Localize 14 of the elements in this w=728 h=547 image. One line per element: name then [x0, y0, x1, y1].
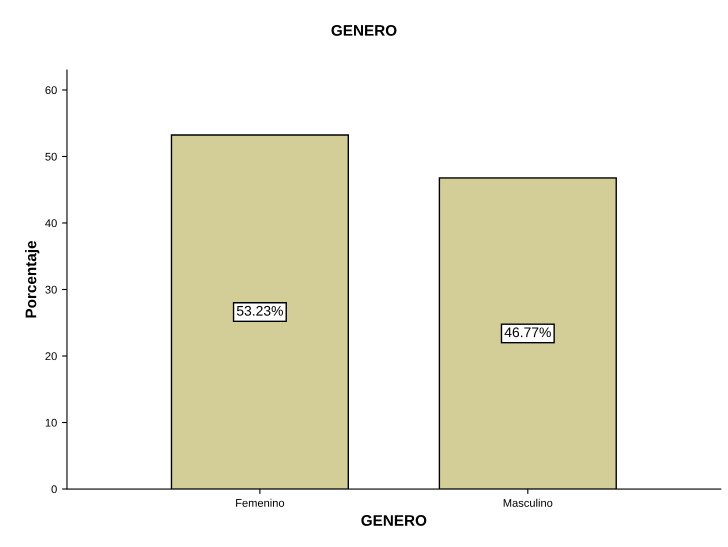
- y-tick-label: 20: [45, 352, 57, 360]
- x-tick-label: Femenino: [236, 498, 284, 507]
- y-tick-label: 30: [45, 286, 57, 294]
- data-label: 53.23%: [236, 306, 283, 316]
- y-tick-label: 0: [52, 485, 57, 494]
- y-tick-label: 50: [45, 152, 57, 161]
- y-axis-title: Porcentaje: [25, 240, 40, 318]
- y-tick-label: 40: [45, 219, 57, 228]
- y-tick-label: 10: [46, 418, 57, 427]
- data-label: 46.77%: [504, 327, 551, 338]
- y-tick-label: 60: [45, 86, 57, 94]
- chart-title: GENERO: [332, 25, 396, 36]
- x-tick-label: Masculino: [504, 498, 552, 507]
- x-axis-title: GENERO: [361, 515, 426, 526]
